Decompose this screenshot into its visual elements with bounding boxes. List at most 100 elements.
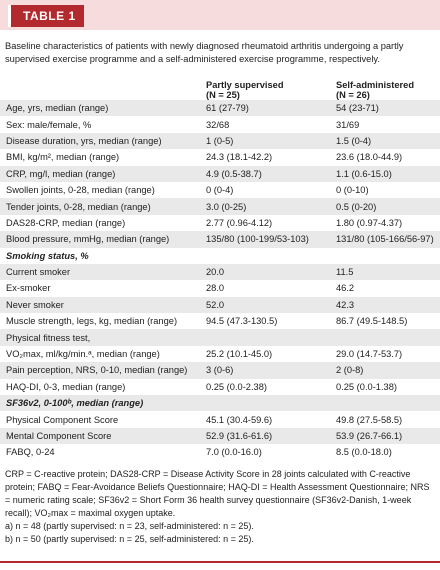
row-label: VO₂max, ml/kg/min.ᵃ, median (range): [6, 349, 160, 360]
column-header: Partly supervised (N = 25): [200, 80, 330, 100]
cell: 24.3 (18.1-42.2): [206, 152, 273, 163]
header-row: Partly supervised (N = 25) Self-administe…: [0, 80, 440, 100]
corner: [0, 80, 200, 100]
row-label: Sex: male/female, %: [6, 119, 92, 130]
bottom-rule: [0, 561, 440, 563]
cell: 20.0: [200, 263, 330, 281]
row-label: SF36v2, 0-100ᵇ, median (range): [0, 395, 440, 412]
table-row: Pain perception, NRS, 0-10, median (rang…: [0, 362, 440, 379]
table: Partly supervised (N = 25) Self-administe…: [0, 80, 440, 461]
row-label: FABQ, 0-24: [6, 447, 55, 458]
table-row: Never smoker 52.0 42.3: [0, 296, 440, 314]
cell: 42.3: [330, 296, 440, 314]
row-label: BMI, kg/m², median (range): [6, 152, 120, 163]
cell: 31/69: [336, 119, 360, 130]
cell: 1.80 (0.97-4.37): [336, 217, 403, 228]
table-row: CRP, mg/l, median (range) 4.9 (0.5-38.7) 1…: [0, 165, 440, 182]
table-row: Blood pressure, mmHg, median (range) 135/…: [0, 231, 440, 248]
cell: 0.25 (0.0-2.38): [206, 381, 267, 392]
cell: 1.1 (0.6-15.0): [330, 165, 440, 182]
footnote: b) n = 50 (partly supervised: n = 25, se…: [5, 534, 254, 544]
table-row: FABQ, 0-24 7.0 (0.0-16.0) 8.5 (0.0-18.0): [0, 444, 440, 460]
cell: 32/68: [206, 119, 230, 130]
cell: 49.8 (27.5-58.5): [336, 414, 403, 425]
column-header: Self-administered (N = 26): [330, 80, 440, 100]
cell: 131/80 (105-166/56-97): [330, 231, 440, 248]
row-label: HAQ-DI, 0-3, median (range): [6, 381, 126, 392]
column-title: Partly supervised: [206, 80, 284, 90]
cell: 0.25 (0.0-1.38): [336, 381, 397, 392]
cell: 54 (23-71): [330, 100, 440, 117]
table-row: VO₂max, ml/kg/min.ᵃ, median (range) 25.2 …: [0, 346, 440, 362]
cell: 45.1 (30.4-59.6): [206, 414, 273, 425]
cell: 53.9 (26.7-66.1): [330, 427, 440, 445]
row-label: Pain perception, NRS, 0-10, median (rang…: [0, 362, 200, 379]
table-row: Physical Component Score 45.1 (30.4-59.6)…: [0, 411, 440, 427]
column-title: Self-administered: [336, 80, 415, 90]
header-band: TABLE 1: [0, 0, 440, 30]
cell: 1 (0-5): [200, 132, 330, 150]
table-row: DAS28-CRP, median (range) 2.77 (0.96-4.12…: [0, 215, 440, 231]
row-label: Swollen joints, 0-28, median (range): [6, 185, 155, 196]
cell: 2 (0-8): [330, 362, 440, 379]
caption: Baseline characteristics of patients wit…: [5, 41, 404, 64]
column-n: (N = 26): [336, 90, 370, 100]
row-label: Mental Component Score: [0, 427, 200, 445]
table-row: Current smoker 20.0 11.5: [0, 263, 440, 281]
row-label: Never smoker: [0, 296, 200, 314]
footnote: a) n = 48 (partly supervised: n = 23, se…: [5, 521, 254, 531]
cell: 86.7 (49.5-148.5): [336, 316, 408, 327]
footnote: CRP = C-reactive protein; DAS28-CRP = Di…: [5, 469, 430, 518]
cell: 4.9 (0.5-38.7): [200, 165, 330, 182]
table-row: Age, yrs, median (range) 61 (27-79) 54 (23…: [0, 100, 440, 117]
cell: 25.2 (10.1-45.0): [206, 349, 273, 360]
row-label: Muscle strength, legs, kg, median (range…: [6, 316, 178, 327]
row-label: Age, yrs, median (range): [0, 100, 200, 117]
cell: 0 (0-4): [206, 185, 234, 196]
cell: 61 (27-79): [200, 100, 330, 117]
table-row: Mental Component Score 52.9 (31.6-61.6) 53…: [0, 427, 440, 445]
row-label: Current smoker: [0, 263, 200, 281]
row-label: Ex-smoker: [6, 283, 51, 294]
row-label: DAS28-CRP, median (range): [6, 217, 126, 228]
cell: 3.0 (0-25): [200, 198, 330, 215]
cell: 94.5 (47.3-130.5): [206, 316, 278, 327]
cell: 23.6 (18.0-44.9): [336, 152, 403, 163]
table-title: TABLE 1: [8, 5, 84, 27]
row-label: Physical Component Score: [6, 414, 119, 425]
table-row: SF36v2, 0-100ᵇ, median (range): [0, 395, 440, 412]
row-label: Smoking status, %: [6, 250, 89, 261]
cell: 1.5 (0-4): [330, 132, 440, 150]
table-row: Physical fitness test,: [0, 329, 440, 346]
cell: 7.0 (0.0-16.0): [206, 447, 262, 458]
table-row: HAQ-DI, 0-3, median (range) 0.25 (0.0-2.3…: [0, 379, 440, 395]
table-row: Ex-smoker 28.0 46.2: [0, 280, 440, 296]
cell: 0.5 (0-20): [330, 198, 440, 215]
cell: 11.5: [330, 263, 440, 281]
table-row: Muscle strength, legs, kg, median (range…: [0, 313, 440, 329]
cell: 3 (0-6): [200, 362, 330, 379]
cell: 0 (0-10): [336, 185, 369, 196]
table-row: Tender joints, 0-28, median (range) 3.0 (…: [0, 198, 440, 215]
row-label: Tender joints, 0-28, median (range): [0, 198, 200, 215]
row-label: CRP, mg/l, median (range): [0, 165, 200, 182]
cell: 52.9 (31.6-61.6): [200, 427, 330, 445]
table-row: Disease duration, yrs, median (range) 1 (…: [0, 132, 440, 150]
cell: 28.0: [206, 283, 225, 294]
table-row: Sex: male/female, % 32/68 31/69: [0, 116, 440, 132]
cell: 29.0 (14.7-53.7): [336, 349, 403, 360]
column-n: (N = 25): [206, 90, 240, 100]
row-label: Physical fitness test,: [0, 329, 440, 346]
cell: 135/80 (100-199/53-103): [200, 231, 330, 248]
footnotes: CRP = C-reactive protein; DAS28-CRP = Di…: [5, 468, 435, 546]
table-row: Smoking status, %: [0, 248, 440, 264]
table-row: Swollen joints, 0-28, median (range) 0 (0…: [0, 182, 440, 198]
table-row: BMI, kg/m², median (range) 24.3 (18.1-42.…: [0, 149, 440, 165]
cell: 2.77 (0.96-4.12): [206, 217, 273, 228]
row-label: Disease duration, yrs, median (range): [0, 132, 200, 150]
cell: 8.5 (0.0-18.0): [336, 447, 392, 458]
cell: 52.0: [200, 296, 330, 314]
row-label: Blood pressure, mmHg, median (range): [0, 231, 200, 248]
cell: 46.2: [336, 283, 355, 294]
